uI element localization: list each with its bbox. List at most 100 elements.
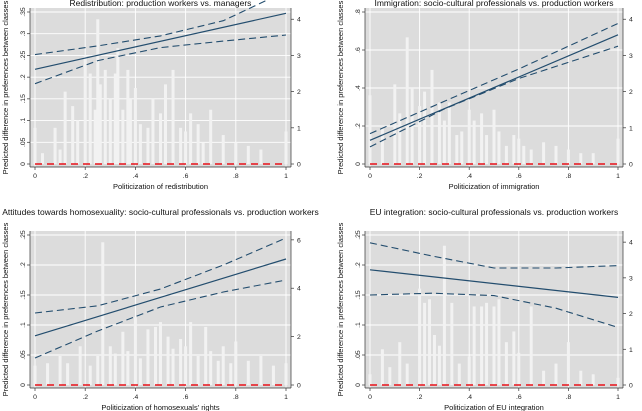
x-tick-label: 1 (284, 394, 288, 401)
x-tick-label: 0 (368, 394, 372, 401)
histogram-bar (146, 127, 150, 164)
y-tick-label: .05 (20, 350, 27, 360)
x-tick-label: .4 (133, 394, 139, 401)
prediction-line (369, 269, 619, 298)
histogram-bar (418, 106, 422, 164)
histogram-bar (179, 127, 183, 164)
y-tick-label: 0 (355, 162, 362, 166)
x-tick-label: .8 (233, 394, 239, 401)
histogram-bar (428, 299, 432, 385)
upper-ci-line (369, 242, 619, 269)
histogram-bar (512, 331, 516, 385)
histogram-bar (529, 149, 533, 164)
histogram-bar (472, 120, 476, 164)
histogram-bar (83, 55, 87, 164)
y-tick-label: .8 (355, 9, 362, 15)
x-tick-label: 1 (616, 173, 620, 180)
histogram-bar (88, 73, 92, 164)
histogram-bar (71, 106, 75, 164)
y2-tick-label: 1 (629, 347, 633, 354)
histogram-bar (467, 109, 471, 164)
histogram-bar (368, 374, 372, 385)
histogram-bar (437, 345, 441, 385)
histogram-bar (432, 335, 436, 385)
y2-tick-label: 1 (297, 125, 301, 132)
histogram-bar (398, 113, 402, 164)
x-tick-label: .2 (417, 394, 423, 401)
histogram-bar (579, 153, 583, 164)
y-tick-label: 0 (20, 383, 27, 387)
x-tick-label: 0 (368, 173, 372, 180)
histogram-bar (234, 142, 238, 164)
y-tick-label: .6 (355, 47, 362, 53)
y-tick-label: .15 (20, 94, 27, 104)
y2-tick-label: 6 (297, 237, 301, 244)
histogram-bar (164, 84, 168, 164)
y-tick-label: .2 (20, 262, 27, 268)
x-tick-label: .2 (82, 173, 88, 180)
y2-tick-label: 4 (629, 17, 633, 24)
y-tick-label: 0 (355, 383, 362, 387)
histogram-bar (442, 245, 446, 385)
histogram-bar (447, 102, 451, 164)
y2-tick-label: 4 (629, 240, 633, 247)
lower-ci-line (34, 279, 287, 359)
histogram-bar (442, 120, 446, 164)
histogram-bar (209, 109, 213, 164)
x-tick-label: .4 (466, 173, 472, 180)
chart-panel-1: 0 .2 .4 .6 .8 1 0 .05 .1 .15 .2 .25 .3 .35 0 1 2 3 4 Redist… (1, 0, 301, 191)
prediction-line (34, 258, 287, 337)
x-tick-label: 0 (33, 173, 37, 180)
y2-tick-label: 0 (297, 383, 301, 390)
upper-ci-line (34, 0, 269, 56)
x-tick-label: .8 (566, 173, 572, 180)
y2-tick-label: 0 (629, 383, 633, 390)
lower-ci-line (369, 292, 619, 328)
x-tick-label: .8 (233, 173, 239, 180)
histogram-bar (566, 149, 570, 164)
histogram-bar (566, 342, 570, 385)
x-tick-label: .2 (82, 394, 88, 401)
y-tick-label: .35 (20, 7, 27, 17)
histogram-bar (497, 299, 501, 385)
histogram-bar (138, 358, 142, 385)
histogram-bar (113, 353, 117, 385)
histogram-bar (480, 113, 484, 164)
y-axis-title: Predicted difference in preferences betw… (1, 222, 10, 396)
y2-tick-label: 3 (629, 53, 633, 60)
histogram-bar (522, 145, 526, 164)
histogram-bar (517, 138, 521, 164)
x-tick-label: .4 (133, 173, 139, 180)
histogram-bar (259, 355, 263, 385)
histogram-bar (485, 135, 489, 164)
histogram-bar (398, 342, 402, 385)
histogram-bar (460, 131, 464, 164)
histogram-bar (221, 135, 225, 164)
histogram-bar (430, 69, 434, 164)
y-tick-label: .05 (20, 137, 27, 147)
x-tick-label: .6 (183, 173, 189, 180)
histogram-bar (554, 145, 558, 164)
y-tick-label: .2 (20, 74, 27, 80)
histogram-bar (616, 377, 620, 385)
y-tick-label: .1 (20, 118, 27, 124)
histogram-bar (88, 365, 92, 385)
histogram-bar (423, 302, 427, 385)
upper-ci-line (369, 22, 619, 135)
histogram-bar (158, 322, 163, 385)
histogram-bar (246, 360, 250, 385)
y2-tick-label: 2 (297, 89, 301, 96)
histogram-bar (229, 363, 233, 385)
y-tick-label: .25 (355, 230, 362, 240)
x-tick-label: .4 (466, 394, 472, 401)
chart-title: Attitudes towards homosexuality: socio-c… (2, 207, 319, 217)
chart-panel-4: 0 .2 .4 .6 .8 1 0 .05 .1 .15 .2 .25 0 1 2 3 4 EU integrat… (336, 207, 633, 411)
y-tick-label: .05 (355, 350, 362, 360)
histogram-bar (467, 356, 471, 385)
y-tick-label: .2 (355, 123, 362, 129)
histogram-bar (554, 363, 558, 385)
y-tick-label: .1 (355, 322, 362, 328)
histogram-bar (78, 346, 82, 385)
histogram-bar (388, 367, 392, 385)
